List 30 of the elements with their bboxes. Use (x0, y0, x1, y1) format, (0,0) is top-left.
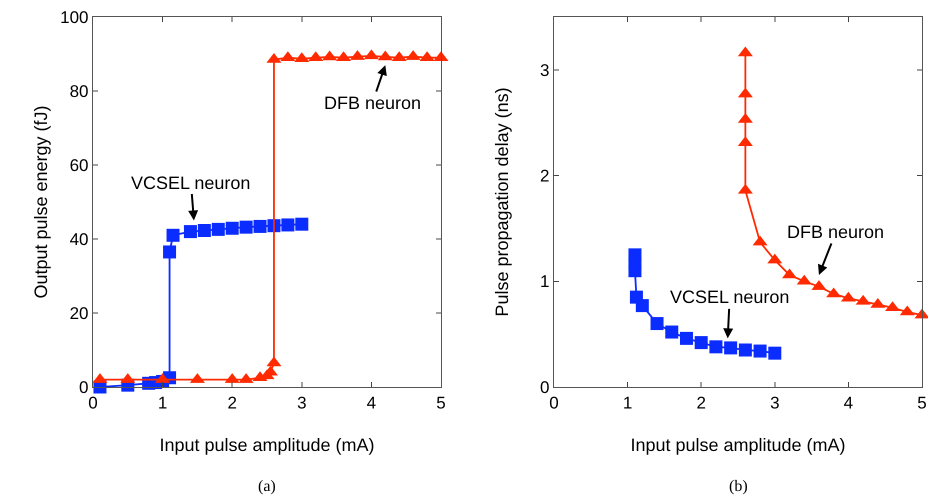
y-tick-label: 80 (70, 82, 88, 101)
y-tick-label: 60 (70, 156, 88, 175)
annotation: VCSEL neuron (670, 287, 790, 307)
x-tick-label: 2 (696, 394, 706, 412)
text: (b) (729, 478, 748, 495)
y-tick-label: 0 (79, 378, 88, 397)
x-tick-label: 4 (366, 394, 376, 412)
y-tick-label: 2 (540, 166, 550, 186)
y-tick-label: 0 (540, 378, 550, 397)
y-axis-title: Pulse propagation delay (ns) (492, 87, 512, 317)
x-tick-label: 1 (158, 394, 168, 412)
x-axis-title: Input pulse amplitude (mA) (630, 435, 846, 456)
y-tick-label: 40 (70, 230, 88, 249)
y-tick-label: 1 (540, 272, 550, 292)
x-tick-label: 2 (227, 394, 237, 412)
annotation: DFB neuron (787, 222, 884, 242)
x-tick-label: 3 (770, 394, 780, 412)
annotation: DFB neuron (324, 93, 422, 113)
y-tick-label: 20 (70, 304, 88, 323)
x-axis-title: Input pulse amplitude (mA) (159, 435, 375, 456)
text: (a) (258, 478, 276, 495)
y-tick-label: 3 (540, 60, 550, 80)
y-tick-label: 100 (60, 8, 88, 27)
y-axis-title: Output pulse energy (fJ) (30, 105, 51, 299)
x-tick-label: 1 (622, 394, 632, 412)
x-tick-label: 3 (297, 394, 307, 412)
annotation: VCSEL neuron (131, 173, 250, 193)
x-tick-label: 5 (436, 394, 446, 412)
x-tick-label: 4 (844, 394, 854, 412)
x-tick-label: 5 (917, 394, 927, 412)
